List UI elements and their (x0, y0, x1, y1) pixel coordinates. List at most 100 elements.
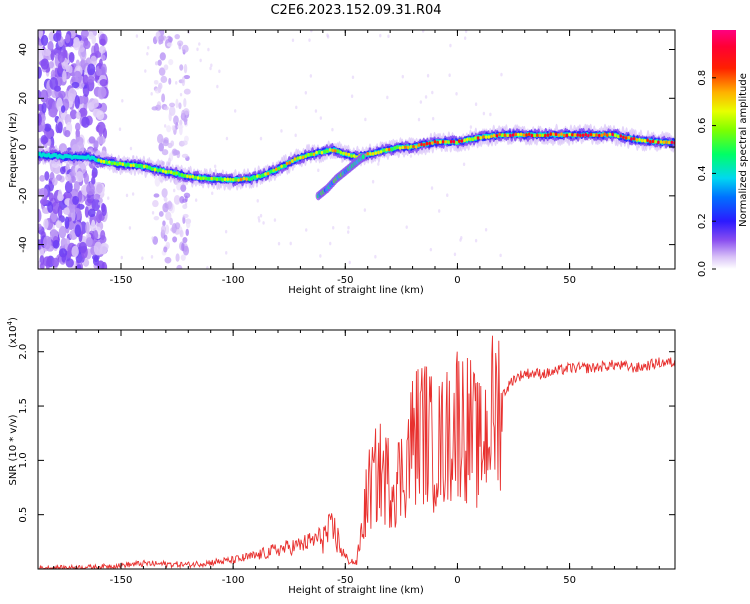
noise-blob (57, 51, 66, 63)
noise-blob (437, 209, 441, 213)
noise-blob (294, 133, 297, 138)
colorbar-tick-label: 0.6 (697, 118, 708, 134)
noise-blob (169, 102, 176, 108)
noise-blob (40, 58, 50, 70)
noise-blob (225, 136, 229, 141)
ridge-core (137, 164, 141, 168)
noise-blob (85, 221, 90, 235)
noise-blob (218, 69, 221, 74)
ridge-core (554, 132, 558, 137)
ridge-core (317, 150, 321, 154)
spectrogram-y-tick-label: -40 (18, 236, 29, 252)
noise-blob (163, 246, 168, 253)
ridge-core (371, 152, 375, 156)
ridge-core (212, 176, 216, 181)
noise-blob (118, 127, 122, 132)
ridge-core (169, 170, 173, 175)
ridge-core (159, 168, 162, 172)
noise-blob (67, 87, 77, 102)
ridge-core (188, 175, 192, 179)
ridge-core (500, 133, 504, 138)
noise-blob (379, 33, 382, 38)
ridge-core (199, 176, 203, 181)
noise-blob (91, 171, 97, 178)
noise-blob (39, 262, 45, 269)
noise-blob (409, 154, 413, 158)
noise-blob (74, 122, 81, 131)
noise-blob (121, 98, 124, 103)
spectrogram-y-axis-label: Frequency (Hz) (8, 112, 19, 188)
ridge-core (323, 149, 326, 154)
snr-x-tick-label: 50 (563, 575, 576, 586)
noise-blob (64, 33, 71, 44)
spectrogram-panel: -150 -100 -50 0 50 -40 -20 0 20 40 Height of stra… (8, 29, 676, 296)
noise-blob (289, 241, 292, 246)
noise-blob (170, 140, 175, 147)
snr-x-tick-label: -100 (222, 575, 245, 586)
ridge-core (649, 139, 652, 144)
noise-blob (173, 194, 181, 205)
snr-ticks: -150 -100 -50 0 50 0.5 1.0 1.5 2.0 (18, 330, 675, 586)
ridge-core (441, 139, 445, 144)
noise-blob (469, 125, 473, 129)
noise-blob (183, 98, 187, 108)
ridge-core (447, 140, 450, 144)
ridge-core (662, 140, 666, 145)
snr-y-tick-label: 2.0 (18, 344, 29, 360)
ridge-core (452, 139, 456, 144)
noise-blob (449, 43, 452, 48)
spectrogram-image (38, 30, 675, 269)
ridge-core (471, 137, 474, 142)
noise-blob (144, 69, 147, 73)
ridge-core (420, 142, 423, 147)
ridge-core (589, 132, 593, 137)
ridge-core (482, 135, 485, 139)
ridge-core (390, 147, 394, 152)
ridge-core (132, 163, 135, 168)
spectrogram-x-tick-label: -150 (110, 275, 133, 286)
noise-blob (430, 186, 434, 190)
noise-blob (163, 196, 168, 202)
ridge-core (194, 175, 197, 180)
noise-blob (183, 192, 191, 199)
ridge-core (560, 132, 563, 136)
noise-blob (41, 136, 49, 144)
noise-blob (363, 208, 367, 212)
noise-blob (308, 38, 311, 42)
colorbar-gradient (712, 30, 736, 269)
ridge-core (288, 161, 291, 165)
figure-title: C2E6.2023.152.09.31.R04 (270, 3, 441, 18)
colorbar-tick-label: 0.2 (697, 213, 708, 229)
ridge-core (517, 132, 520, 137)
ridge-core (425, 141, 429, 146)
noise-blob (167, 36, 173, 43)
ridge-core (118, 161, 122, 166)
ridge-core (433, 139, 437, 144)
ridge-core (385, 147, 388, 152)
noise-blob (93, 42, 100, 56)
noise-blob (42, 48, 52, 57)
ridge-core (546, 133, 550, 137)
ridge-core (624, 136, 628, 140)
noise-blob (347, 225, 350, 230)
ridge-core (258, 174, 262, 179)
noise-blob (213, 164, 217, 169)
ridge-core (525, 133, 528, 137)
snr-x-tick-label: 0 (454, 575, 460, 586)
noise-blob (387, 34, 390, 39)
ridge-core (352, 154, 356, 158)
spectrogram-x-tick-label: 0 (454, 275, 460, 286)
noise-blob (158, 35, 164, 42)
snr-scale-suffix: ) (8, 317, 19, 321)
noise-blob (64, 207, 70, 215)
ridge-core (643, 139, 647, 143)
ridge-core (627, 135, 631, 140)
noise-blob (153, 79, 159, 85)
ridge-core (562, 133, 566, 138)
ridge-core (498, 132, 501, 137)
ridge-core (519, 132, 523, 137)
ridge-core (172, 171, 176, 176)
noise-blob (74, 224, 82, 237)
noise-blob (73, 70, 82, 85)
